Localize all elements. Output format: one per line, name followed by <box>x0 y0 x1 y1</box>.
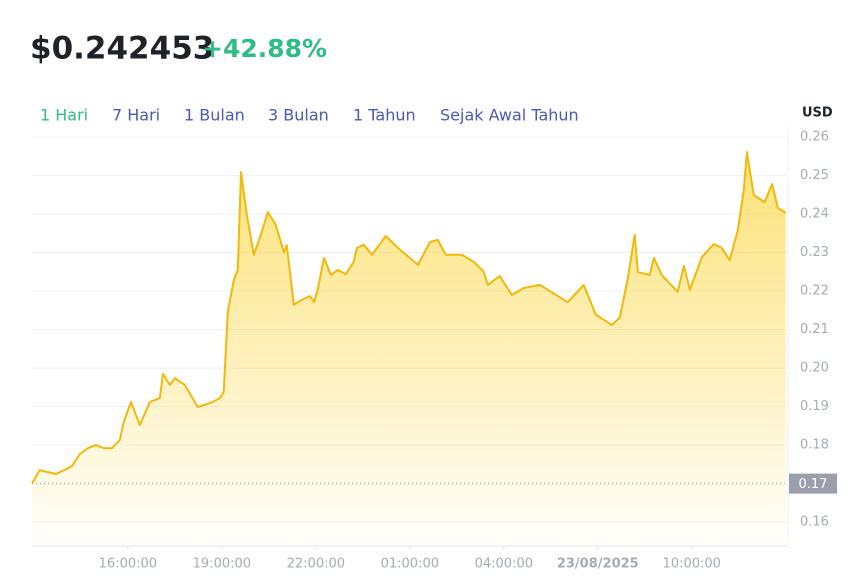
y-tick-label: 0.20 <box>800 361 829 376</box>
range-tab[interactable]: 3 Bulan <box>268 106 329 125</box>
x-tick-label: 22:00:00 <box>287 557 345 572</box>
currency: USD <box>802 106 833 121</box>
price: $0.242453 <box>30 31 214 67</box>
y-tick-label: 0.21 <box>800 322 829 337</box>
x-tick-label: 19:00:00 <box>193 557 251 572</box>
x-tick-label: 10:00:00 <box>663 557 721 572</box>
x-tick-label: 04:00:00 <box>475 557 533 572</box>
y-tick-label: 0.23 <box>800 245 829 260</box>
range-tab[interactable]: 1 Tahun <box>353 106 416 125</box>
y-tick-label: 0.22 <box>800 284 829 299</box>
range-tab[interactable]: 7 Hari <box>112 106 160 125</box>
y-tick-label: 0.24 <box>800 207 829 222</box>
y-tick-label: 0.16 <box>800 515 829 530</box>
range-tab[interactable]: Sejak Awal Tahun <box>440 106 579 125</box>
price-line <box>31 151 787 484</box>
x-tick-label: 01:00:00 <box>381 557 439 572</box>
range-tab[interactable]: 1 Hari <box>40 106 88 125</box>
reference-badge <box>789 473 837 494</box>
range-tab[interactable]: 1 Bulan <box>184 106 245 125</box>
x-tick-label: 16:00:00 <box>99 557 157 572</box>
y-tick-label: 0.25 <box>800 168 829 183</box>
reference-label: 0.17 <box>799 477 828 492</box>
y-tick-label: 0.18 <box>800 438 829 453</box>
x-tick-label: 23/08/2025 <box>557 557 639 572</box>
area <box>32 152 786 546</box>
y-tick-label: 0.26 <box>800 130 829 145</box>
change: +42.88% <box>202 34 327 63</box>
y-tick-label: 0.19 <box>800 399 829 414</box>
